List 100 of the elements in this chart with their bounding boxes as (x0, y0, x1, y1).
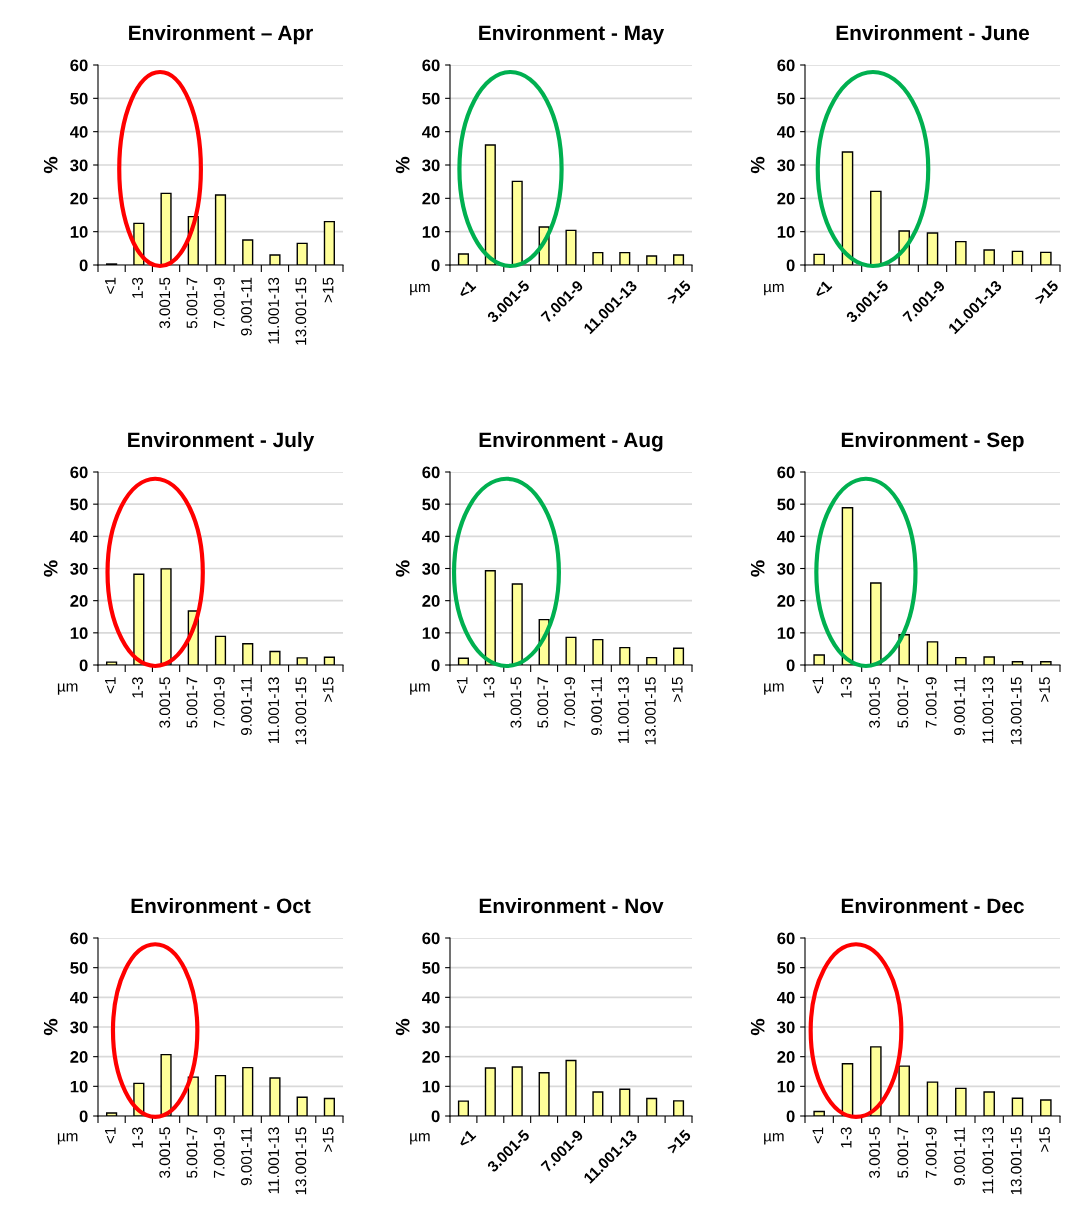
chart-title: Environment - Nov (479, 897, 664, 914)
y-axis-title: % (395, 1018, 410, 1036)
y-tick-label: 0 (431, 259, 440, 272)
y-tick-label: 30 (777, 562, 795, 575)
y-tick-label: 0 (786, 659, 795, 672)
y-tick-label: 0 (79, 659, 88, 672)
x-tick-label: 3.001-5 (869, 1127, 880, 1178)
y-tick-label: 30 (422, 562, 440, 575)
x-tick-label: 1-3 (132, 677, 143, 698)
x-axis-title: µm (57, 1133, 78, 1145)
chart-title: Environment – Apr (129, 24, 313, 45)
x-tick-label: 1-3 (132, 1127, 143, 1148)
y-tick-label: 40 (421, 530, 440, 543)
x-tick-label: <1 (456, 677, 468, 694)
y-tick-label: 60 (422, 59, 440, 72)
y-tick-label: 10 (422, 627, 440, 640)
x-axis-title: µm (764, 683, 784, 695)
x-tick-label: 13.001-15 (1010, 677, 1022, 745)
x-tick-label: 7.001-9 (213, 1127, 225, 1178)
y-tick-label: 60 (70, 932, 88, 945)
y-tick-label: 60 (422, 932, 440, 945)
x-tick-label: 11.001-13 (618, 677, 629, 744)
chart-title: Environment - Dec (841, 897, 1024, 914)
y-tick-label: 40 (776, 530, 795, 543)
chart-title: Environment - Oct (131, 897, 311, 914)
x-axis-title: µm (57, 683, 78, 695)
x-tick-label: 9.001-11 (241, 1127, 252, 1186)
y-tick-label: 40 (421, 126, 440, 138)
x-tick-label: >15 (1034, 279, 1060, 305)
y-tick-label: 20 (422, 595, 440, 607)
y-tick-label: 10 (422, 226, 440, 238)
x-tick-label: 3.001-5 (159, 1127, 171, 1178)
bar (511, 180, 523, 265)
y-tick-label: 10 (70, 1080, 88, 1093)
y-tick-label: 40 (69, 530, 88, 543)
x-tick-label: 1-3 (840, 677, 852, 698)
bar (841, 1063, 854, 1116)
y-tick-label: 30 (70, 1021, 88, 1034)
y-tick-label: 30 (777, 159, 795, 172)
x-tick-label: 11.001-13 (268, 277, 280, 344)
chart-title: Environment - July (128, 431, 315, 452)
x-tick-label: <1 (105, 677, 116, 694)
y-tick-label: 0 (431, 1110, 440, 1123)
x-tick-label: 9.001-11 (241, 677, 252, 736)
x-tick-label: <1 (105, 1127, 116, 1144)
y-tick-label: 20 (777, 192, 795, 205)
y-tick-label: 50 (777, 962, 795, 974)
x-tick-label: >15 (1039, 1127, 1050, 1152)
y-tick-label: 10 (777, 226, 795, 238)
y-tick-label: 20 (422, 1051, 440, 1063)
y-tick-label: 40 (421, 991, 440, 1004)
x-tick-label: 7.001-9 (925, 1127, 937, 1178)
x-tick-label: 1-3 (132, 277, 143, 298)
y-tick-label: 20 (777, 1051, 795, 1063)
y-tick-label: 50 (422, 962, 440, 974)
x-tick-label: 3.001-5 (159, 277, 171, 329)
x-tick-label: 11.001-13 (982, 677, 994, 744)
x-tick-label: 9.001-11 (954, 677, 965, 736)
x-tick-label: 3.001-5 (159, 677, 171, 728)
y-tick-label: 60 (422, 466, 440, 479)
bar (870, 190, 882, 265)
x-tick-label: 5.001-7 (186, 1127, 198, 1178)
y-tick-label: 40 (69, 991, 88, 1004)
y-axis-title: % (750, 560, 765, 577)
x-tick-label: 1-3 (483, 677, 495, 698)
x-tick-label: 7.001-9 (213, 677, 225, 728)
y-tick-label: 0 (79, 259, 88, 272)
y-tick-label: 30 (70, 562, 88, 575)
y-tick-label: 50 (422, 92, 440, 105)
x-tick-label: 11.001-13 (982, 1127, 994, 1194)
x-tick-label: >15 (1039, 677, 1050, 702)
x-tick-label: >15 (322, 1127, 334, 1152)
x-tick-label: 1-3 (840, 1127, 852, 1148)
y-tick-label: 50 (777, 92, 795, 105)
x-tick-label: 13.001-15 (295, 277, 307, 345)
y-axis-title: % (395, 156, 410, 174)
x-tick-label: 5.001-7 (897, 677, 909, 728)
y-tick-label: 40 (776, 126, 795, 138)
x-tick-label: 7.001-9 (564, 677, 576, 728)
x-axis-title: µm (410, 1133, 430, 1145)
chart-title: Environment - May (479, 24, 665, 45)
x-tick-label: >15 (672, 677, 683, 702)
y-axis-title: % (43, 156, 58, 174)
x-tick-label: 9.001-11 (241, 277, 252, 336)
y-tick-label: 10 (777, 1080, 795, 1093)
y-tick-label: 0 (786, 259, 795, 272)
y-tick-label: 30 (422, 1021, 440, 1034)
x-tick-label: 5.001-7 (186, 277, 198, 329)
x-tick-label: 5.001-7 (537, 677, 549, 728)
x-tick-label: <1 (812, 1127, 824, 1144)
y-tick-label: 20 (422, 192, 440, 205)
y-tick-label: 30 (70, 159, 88, 172)
y-tick-label: 0 (786, 1110, 795, 1123)
y-tick-label: 20 (70, 595, 88, 607)
x-tick-label: 9.001-11 (954, 1127, 965, 1186)
y-tick-label: 60 (70, 59, 88, 72)
y-tick-label: 60 (777, 466, 795, 479)
x-tick-label: 3.001-5 (869, 677, 880, 728)
y-tick-label: 50 (422, 498, 440, 511)
x-tick-label: 11.001-13 (268, 677, 280, 744)
